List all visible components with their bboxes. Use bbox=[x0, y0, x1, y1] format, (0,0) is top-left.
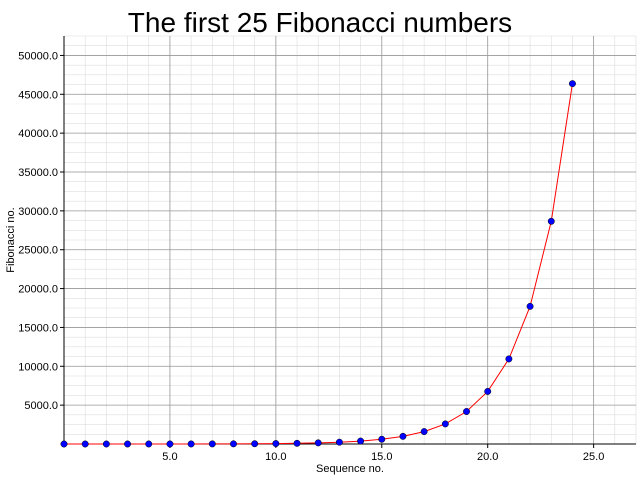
y-tick-label: 20000.0 bbox=[18, 284, 58, 296]
data-point bbox=[102, 440, 110, 448]
data-point bbox=[208, 440, 216, 448]
data-point bbox=[293, 439, 301, 447]
data-point bbox=[145, 440, 153, 448]
data-point bbox=[81, 440, 89, 448]
data-point bbox=[124, 440, 132, 448]
data-point bbox=[547, 217, 555, 225]
x-tick-label: 5.0 bbox=[162, 451, 177, 463]
data-point bbox=[187, 440, 195, 448]
y-tick-label: 40000.0 bbox=[18, 128, 58, 140]
data-point bbox=[399, 432, 407, 440]
data-point bbox=[230, 440, 237, 448]
y-tick-label: 45000.0 bbox=[18, 89, 58, 101]
y-tick-label: 50000.0 bbox=[18, 50, 58, 62]
y-tick-label: 10000.0 bbox=[18, 361, 58, 373]
y-axis-title: Fibonacci no. bbox=[5, 207, 17, 272]
data-point bbox=[251, 440, 259, 448]
data-point bbox=[314, 439, 322, 447]
data-point bbox=[420, 428, 428, 436]
y-tick-label: 25000.0 bbox=[18, 245, 58, 257]
data-point bbox=[272, 440, 280, 448]
minor-grid bbox=[63, 35, 637, 445]
y-tick-label: 15000.0 bbox=[18, 322, 58, 334]
data-point bbox=[568, 80, 576, 88]
data-point bbox=[484, 387, 492, 395]
y-axis-ticks: 5000.0 10000.0 15000.0 20000.0 25000.0 30000.… bbox=[18, 50, 64, 412]
major-grid bbox=[64, 36, 636, 444]
data-point bbox=[526, 302, 534, 310]
y-tick-label: 30000.0 bbox=[18, 206, 58, 218]
data-point bbox=[357, 437, 365, 445]
x-axis-ticks: 5.0 10.0 15.0 20.0 25.0 bbox=[162, 444, 604, 463]
data-point bbox=[166, 440, 174, 448]
x-axis-title: Sequence no. bbox=[316, 463, 384, 475]
data-point bbox=[441, 420, 449, 428]
x-tick-label: 25.0 bbox=[583, 451, 604, 463]
data-point bbox=[463, 408, 470, 415]
data-point bbox=[335, 438, 343, 446]
y-tick-label: 35000.0 bbox=[18, 167, 58, 179]
data-point bbox=[378, 435, 386, 443]
x-tick-label: 20.0 bbox=[477, 451, 498, 463]
chart-title: The first 25 Fibonacci numbers bbox=[128, 7, 512, 38]
y-tick-label: 5000.0 bbox=[24, 400, 58, 412]
data-point bbox=[60, 440, 68, 448]
x-tick-label: 10.0 bbox=[265, 451, 286, 463]
x-tick-label: 15.0 bbox=[371, 451, 392, 463]
series-points bbox=[60, 80, 576, 448]
data-point bbox=[505, 355, 513, 363]
